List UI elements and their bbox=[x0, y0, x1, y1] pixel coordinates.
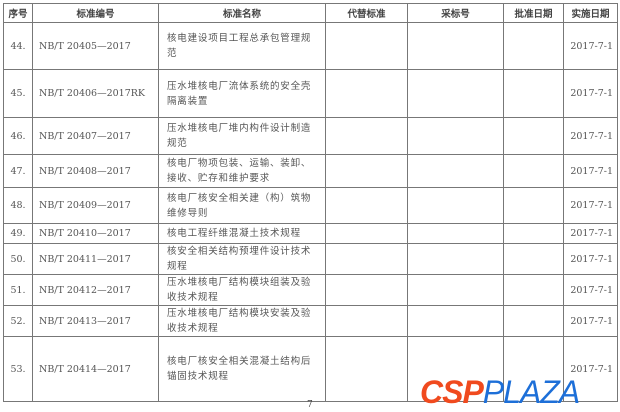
cell-code: NB/T 20408—2017 bbox=[32, 154, 159, 188]
table-row: 44. NB/T 20405—2017 核电建设项目工程总承包管理规范 2017-7-… bbox=[3, 22, 618, 70]
cell-replaces bbox=[325, 223, 408, 244]
header-adopted: 采标号 bbox=[407, 3, 504, 23]
header-code: 标准编号 bbox=[32, 3, 159, 23]
table-row: 50. NB/T 20411—2017 核安全相关结构预埋件设计技术规程 2017-7… bbox=[3, 243, 618, 275]
cell-replaces bbox=[325, 117, 408, 155]
cell-no: 52. bbox=[3, 305, 33, 337]
cell-effective: 2017-7-1 bbox=[563, 154, 618, 188]
table-row: 51. NB/T 20412—2017 压水堆核电厂结构模块组装及验收技术规程 201… bbox=[3, 274, 618, 306]
table-row: 46. NB/T 20407—2017 压水堆核电厂堆内构件设计制造规范 2017-7… bbox=[3, 117, 618, 155]
cell-no: 44. bbox=[3, 22, 33, 70]
cell-approved bbox=[503, 117, 564, 155]
cell-adopted bbox=[407, 305, 504, 337]
cell-effective: 2017-7-1 bbox=[563, 22, 618, 70]
cell-name: 核电建设项目工程总承包管理规范 bbox=[158, 22, 326, 70]
table-row: 53. NB/T 20414—2017 核电厂核安全相关混凝土结构后锚固技术规程 20… bbox=[3, 336, 618, 402]
cell-approved bbox=[503, 243, 564, 275]
cell-adopted bbox=[407, 223, 504, 244]
header-replaces: 代替标准 bbox=[325, 3, 408, 23]
cell-no: 53. bbox=[3, 336, 33, 402]
cell-approved bbox=[503, 154, 564, 188]
cell-effective: 2017-7-1 bbox=[563, 336, 618, 402]
cell-approved bbox=[503, 223, 564, 244]
cell-adopted bbox=[407, 117, 504, 155]
cell-replaces bbox=[325, 274, 408, 306]
cell-approved bbox=[503, 305, 564, 337]
cell-replaces bbox=[325, 187, 408, 224]
cell-effective: 2017-7-1 bbox=[563, 305, 618, 337]
cell-name: 压水堆核电厂结构模块安装及验收技术规程 bbox=[158, 305, 326, 337]
cell-replaces bbox=[325, 336, 408, 402]
cell-no: 45. bbox=[3, 69, 33, 118]
standards-table: 序号 标准编号 标准名称 代替标准 采标号 批准日期 实施日期 44. NB/T … bbox=[3, 3, 618, 402]
cell-name: 压水堆核电厂堆内构件设计制造规范 bbox=[158, 117, 326, 155]
cell-effective: 2017-7-1 bbox=[563, 274, 618, 306]
table-row: 52. NB/T 20413—2017 压水堆核电厂结构模块安装及验收技术规程 201… bbox=[3, 305, 618, 337]
cell-replaces bbox=[325, 305, 408, 337]
cell-adopted bbox=[407, 336, 504, 402]
cell-approved bbox=[503, 274, 564, 306]
cell-adopted bbox=[407, 22, 504, 70]
logo-part-plaza: PLAZA bbox=[482, 374, 580, 410]
cell-no: 48. bbox=[3, 187, 33, 224]
cell-effective: 2017-7-1 bbox=[563, 243, 618, 275]
cell-name: 核电厂核安全相关混凝土结构后锚固技术规程 bbox=[158, 336, 326, 402]
header-approved: 批准日期 bbox=[503, 3, 564, 23]
cell-code: NB/T 20405—2017 bbox=[32, 22, 159, 70]
cell-effective: 2017-7-1 bbox=[563, 117, 618, 155]
cell-approved bbox=[503, 22, 564, 70]
header-no: 序号 bbox=[3, 3, 33, 23]
cell-no: 51. bbox=[3, 274, 33, 306]
cell-no: 46. bbox=[3, 117, 33, 155]
cell-effective: 2017-7-1 bbox=[563, 187, 618, 224]
header-effective: 实施日期 bbox=[563, 3, 618, 23]
cell-name: 核电厂物项包装、运输、装卸、接收、贮存和维护要求 bbox=[158, 154, 326, 188]
cell-effective: 2017-7-1 bbox=[563, 223, 618, 244]
cell-code: NB/T 20414—2017 bbox=[32, 336, 159, 402]
cell-code: NB/T 20412—2017 bbox=[32, 274, 159, 306]
cell-adopted bbox=[407, 69, 504, 118]
cell-replaces bbox=[325, 243, 408, 275]
cell-replaces bbox=[325, 22, 408, 70]
cell-approved bbox=[503, 336, 564, 402]
cell-adopted bbox=[407, 274, 504, 306]
cell-adopted bbox=[407, 154, 504, 188]
table-row: 47. NB/T 20408—2017 核电厂物项包装、运输、装卸、接收、贮存和维护… bbox=[3, 154, 618, 188]
cell-name: 压水堆核电厂流体系统的安全壳隔离装置 bbox=[158, 69, 326, 118]
table-header: 序号 标准编号 标准名称 代替标准 采标号 批准日期 实施日期 bbox=[3, 3, 618, 23]
cell-adopted bbox=[407, 187, 504, 224]
csp-plaza-watermark-logo: CSPPLAZA bbox=[420, 374, 580, 410]
cell-replaces bbox=[325, 154, 408, 188]
cell-code: NB/T 20409—2017 bbox=[32, 187, 159, 224]
table-row: 49. NB/T 20410—2017 核电工程纤维混凝土技术规程 2017-7-1 bbox=[3, 223, 618, 244]
cell-name: 核电工程纤维混凝土技术规程 bbox=[158, 223, 326, 244]
cell-approved bbox=[503, 69, 564, 118]
table-row: 48. NB/T 20409—2017 核电厂核安全相关建（构）筑物维修导则 2017… bbox=[3, 187, 618, 224]
cell-approved bbox=[503, 187, 564, 224]
cell-name: 压水堆核电厂结构模块组装及验收技术规程 bbox=[158, 274, 326, 306]
cell-replaces bbox=[325, 69, 408, 118]
logo-part-csp: CSP bbox=[420, 374, 484, 410]
cell-effective: 2017-7-1 bbox=[563, 69, 618, 118]
cell-code: NB/T 20407—2017 bbox=[32, 117, 159, 155]
cell-name: 核电厂核安全相关建（构）筑物维修导则 bbox=[158, 187, 326, 224]
cell-no: 49. bbox=[3, 223, 33, 244]
cell-code: NB/T 20406—2017RK bbox=[32, 69, 159, 118]
cell-no: 47. bbox=[3, 154, 33, 188]
header-name: 标准名称 bbox=[158, 3, 326, 23]
page-number: 7 bbox=[307, 400, 313, 410]
cell-code: NB/T 20411—2017 bbox=[32, 243, 159, 275]
cell-code: NB/T 20413—2017 bbox=[32, 305, 159, 337]
cell-adopted bbox=[407, 243, 504, 275]
table-row: 45. NB/T 20406—2017RK 压水堆核电厂流体系统的安全壳隔离装置 20… bbox=[3, 69, 618, 118]
cell-name: 核安全相关结构预埋件设计技术规程 bbox=[158, 243, 326, 275]
cell-code: NB/T 20410—2017 bbox=[32, 223, 159, 244]
cell-no: 50. bbox=[3, 243, 33, 275]
